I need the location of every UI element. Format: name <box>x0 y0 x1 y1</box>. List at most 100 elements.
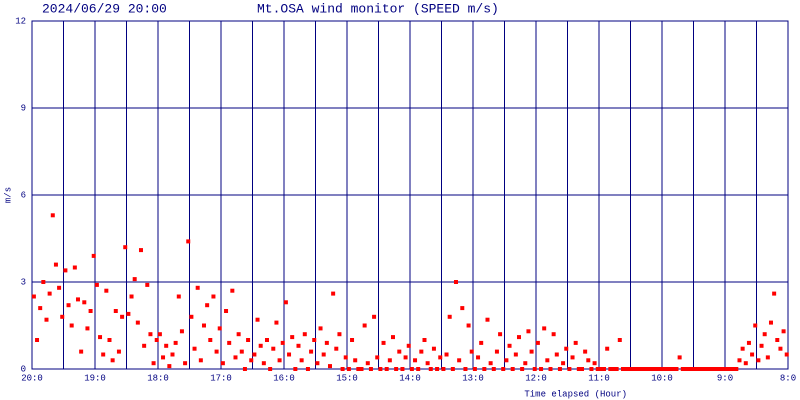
data-point <box>198 358 203 363</box>
chart-title: Mt.OSA wind monitor (SPEED m/s) <box>257 1 499 16</box>
data-point <box>542 326 547 331</box>
data-point <box>583 349 588 354</box>
data-point <box>498 332 503 337</box>
data-point <box>539 367 544 371</box>
data-point <box>526 329 531 334</box>
data-point <box>488 361 493 366</box>
data-point <box>123 245 128 250</box>
data-point <box>249 358 254 363</box>
data-point <box>620 367 625 371</box>
data-point <box>126 311 131 316</box>
x-tick-label: 10:0 <box>651 373 673 383</box>
data-point <box>715 367 720 371</box>
data-point <box>116 349 121 354</box>
data-point <box>428 367 433 371</box>
data-point <box>724 367 729 371</box>
data-point <box>510 367 515 371</box>
data-point <box>561 361 566 366</box>
data-point <box>132 277 137 282</box>
data-point <box>387 358 392 363</box>
data-point <box>290 335 295 340</box>
data-point <box>737 358 742 363</box>
data-point <box>523 361 528 366</box>
data-point <box>683 367 688 371</box>
data-point <box>227 340 232 345</box>
data-point <box>365 361 370 366</box>
data-point <box>350 338 355 342</box>
data-point <box>302 332 307 337</box>
data-point <box>548 367 553 371</box>
y-axis-label: m/s <box>3 187 13 203</box>
data-point <box>142 343 147 348</box>
data-point <box>614 367 619 371</box>
data-point <box>148 332 153 337</box>
data-point <box>734 367 739 371</box>
data-point <box>658 367 663 371</box>
data-point <box>403 355 408 360</box>
data-point <box>88 309 93 313</box>
data-point <box>750 352 755 357</box>
x-tick-label: 18:0 <box>147 373 169 383</box>
data-point <box>242 367 247 371</box>
data-point <box>343 355 348 360</box>
data-point <box>397 349 402 354</box>
data-point <box>753 323 758 328</box>
data-point <box>378 367 383 371</box>
data-point <box>529 349 534 354</box>
data-point <box>652 367 657 371</box>
data-point <box>271 346 276 351</box>
data-point <box>535 340 540 345</box>
data-point <box>674 367 679 371</box>
data-point <box>781 329 786 334</box>
data-point <box>589 367 594 371</box>
data-point <box>66 303 71 308</box>
data-point <box>740 346 745 351</box>
data-point <box>608 367 613 371</box>
data-point <box>472 367 477 371</box>
data-point <box>264 338 269 342</box>
data-point <box>208 338 213 342</box>
data-point <box>592 361 597 366</box>
data-point <box>463 367 468 371</box>
data-point <box>485 317 490 322</box>
data-point <box>239 349 244 354</box>
data-point <box>211 294 216 299</box>
y-tick-label: 9 <box>21 103 26 113</box>
data-point <box>312 338 317 342</box>
data-point <box>283 300 288 305</box>
data-point <box>220 361 225 366</box>
data-point <box>44 317 49 322</box>
data-point <box>110 358 115 363</box>
data-point <box>230 288 235 293</box>
data-point <box>192 346 197 351</box>
data-point <box>649 367 654 371</box>
data-point <box>331 291 336 296</box>
data-point <box>661 367 666 371</box>
data-point <box>617 338 622 342</box>
date-label: 2024/06/29 20:00 <box>42 1 167 16</box>
data-point <box>718 367 723 371</box>
data-point <box>728 367 733 371</box>
data-point <box>450 367 455 371</box>
data-point <box>356 367 361 371</box>
data-point <box>315 361 320 366</box>
data-point <box>224 309 229 313</box>
y-tick-label: 0 <box>21 364 26 374</box>
x-tick-label: 12:0 <box>525 373 547 383</box>
data-point <box>72 265 77 270</box>
x-tick-label: 17:0 <box>210 373 232 383</box>
data-point <box>145 282 150 287</box>
data-point <box>687 367 692 371</box>
data-point <box>759 343 764 348</box>
data-point <box>334 346 339 351</box>
data-point <box>246 338 251 342</box>
data-point <box>690 367 695 371</box>
data-point <box>680 367 685 371</box>
data-point <box>611 367 616 371</box>
data-point <box>778 346 783 351</box>
data-point <box>324 340 329 345</box>
data-point <box>375 355 380 360</box>
data-point <box>564 346 569 351</box>
data-point <box>573 340 578 345</box>
